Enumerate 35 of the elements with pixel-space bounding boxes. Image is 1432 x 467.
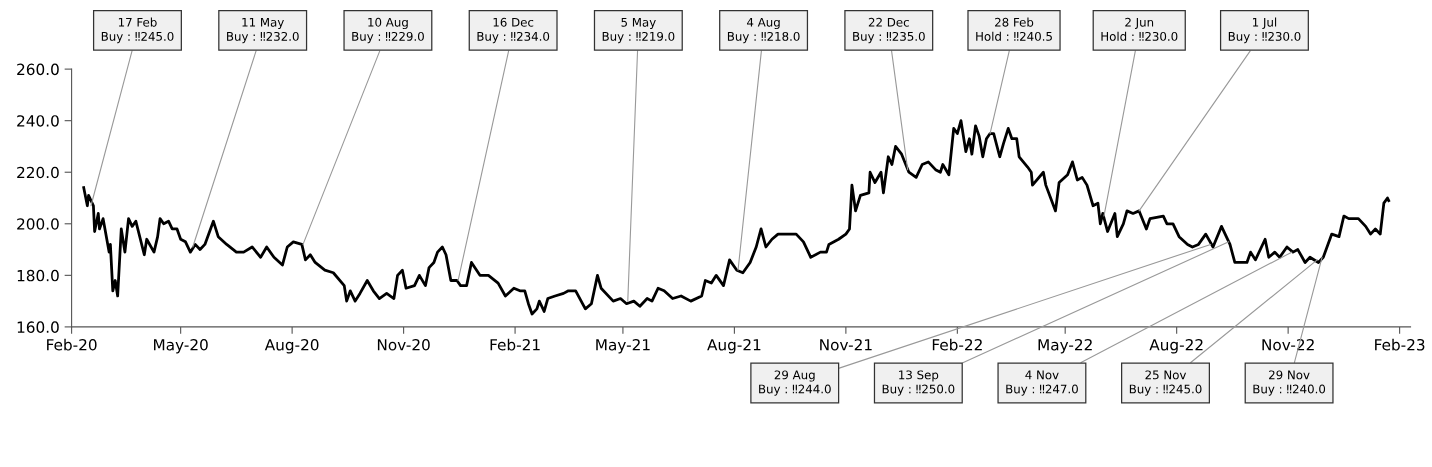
y-tick-label: 160.0	[17, 321, 59, 333]
annotation: 5 May Buy : ‼219.0	[602, 17, 675, 44]
annotation: 25 Nov Buy : ‼245.0	[1129, 370, 1202, 396]
y-tick-label: 200.0	[17, 218, 59, 230]
y-tick-label: 180.0	[17, 269, 59, 282]
x-tick-label: May-21	[596, 338, 650, 354]
annotation: 16 Dec Buy : ‼234.0	[477, 17, 550, 44]
annotation: 10 Aug Buy : ‼229.0	[352, 17, 424, 44]
x-tick-label: Nov-20	[377, 338, 430, 351]
annotation: 29 Nov Buy : ‼240.0	[1253, 370, 1326, 396]
x-tick-label: Feb-22	[932, 338, 982, 351]
y-tick-label: 220.0	[17, 166, 59, 179]
x-tick-label: Feb-23	[1375, 338, 1425, 351]
annotation: 17 Feb Buy : ‼245.0	[101, 17, 174, 44]
x-tick-label: Aug-20	[264, 338, 319, 354]
x-tick-label: Nov-22	[1262, 338, 1314, 351]
x-tick-label: Aug-21	[707, 338, 761, 354]
annotation: 13 Sep Buy : ‼250.0	[882, 370, 955, 396]
annotation: 4 Nov Buy : ‼247.0	[1006, 370, 1078, 396]
annotation: 28 Feb Hold : ‼240.5	[976, 17, 1052, 41]
line-series	[82, 119, 1391, 316]
annotation: 22 Dec Buy : ‼235.0	[853, 17, 925, 44]
x-tick-label: Feb-21	[490, 338, 540, 351]
annotation: 2 Jun Hold : ‼230.0	[1101, 17, 1178, 41]
y-tick-label: 240.0	[17, 115, 59, 127]
x-tick-label: May-20	[154, 338, 208, 354]
x-tick-label: Nov-21	[820, 338, 872, 351]
annotation: 4 Aug Buy : ‼218.0	[727, 17, 800, 44]
annotation: 11 May Buy : ‼232.0	[227, 17, 299, 44]
x-tick-label: May-22	[1038, 338, 1092, 354]
x-tick-label: Feb-20	[47, 338, 97, 351]
annotation: 1 Jul Buy : ‼230.0	[1228, 17, 1301, 44]
y-tick-label: 260.0	[17, 63, 59, 76]
x-tick-label: Aug-22	[1149, 338, 1203, 354]
annotation: 29 Aug Buy : ‼244.0	[759, 370, 831, 396]
